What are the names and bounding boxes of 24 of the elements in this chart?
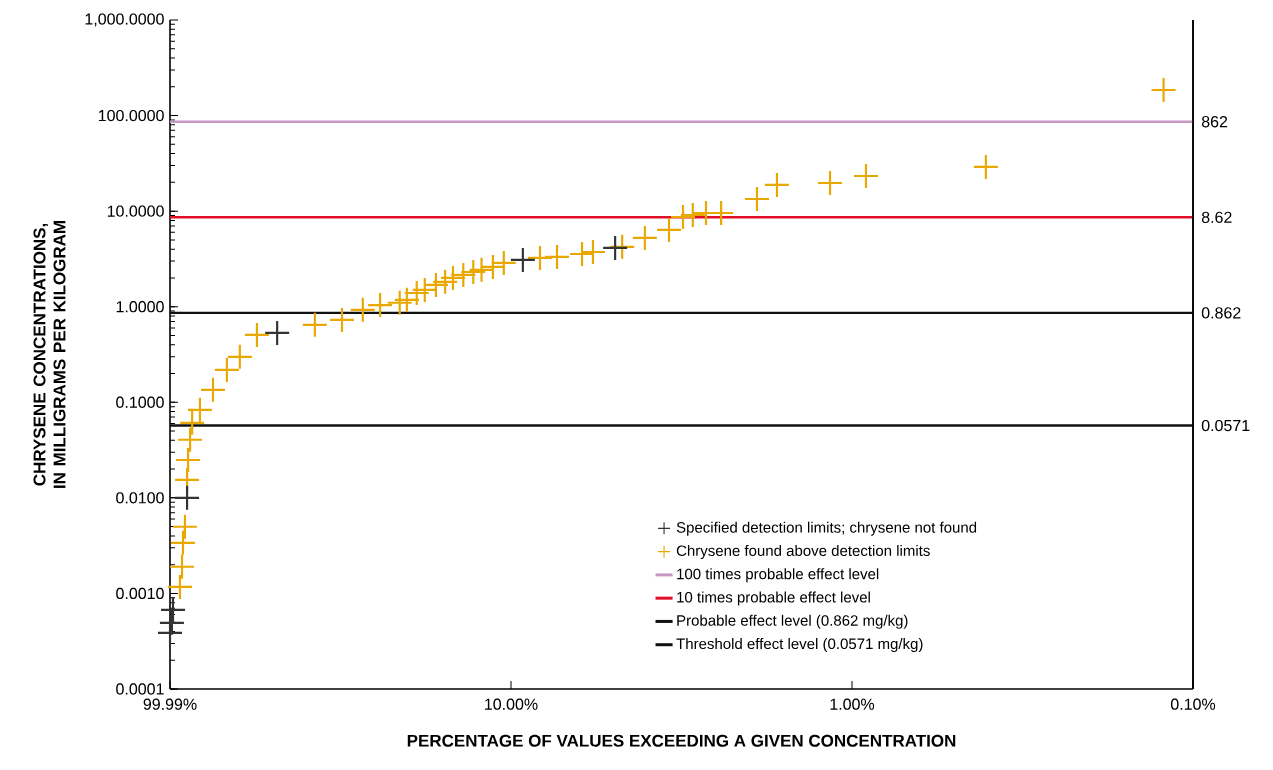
legend-label: Chrysene found above detection limits xyxy=(676,545,930,559)
x-tick-label: 10.00% xyxy=(485,698,538,710)
text: 0.0571 xyxy=(1201,419,1250,432)
legend-label: 10 times probable effect level xyxy=(677,591,870,606)
y-tick-label: 10.0000 xyxy=(107,205,164,217)
x-tick-label: 0.10% xyxy=(1170,698,1216,710)
y-axis-title: CHRYSENE CONCENTRATIONS, IN MILLIGRAMS PER KILOGRAM xyxy=(33,221,66,488)
legend-label: Specified detection limits; chrysene not found xyxy=(676,521,977,536)
y-tick-label: 0.1000 xyxy=(116,396,164,408)
text: 8.62 xyxy=(1201,211,1232,223)
x-axis-title: PERCENTAGE OF VALUES EXCEEDING A GIVEN CONCENTRATION xyxy=(407,734,956,747)
y-tick-label: 0.0100 xyxy=(116,492,164,504)
legend-label: 100 times probable effect level xyxy=(677,568,879,583)
y-tick-label: 0.0001 xyxy=(116,683,164,695)
text: 862 xyxy=(1201,116,1228,128)
text: 0.862 xyxy=(1201,307,1241,319)
y-tick-label: 1.0000 xyxy=(116,301,164,313)
x-tick-label: 1.00% xyxy=(830,698,875,710)
y-tick-label: 100.0000 xyxy=(98,109,164,122)
x-tick-label: 99.99% xyxy=(143,698,197,710)
legend-label: Threshold effect level (0.0571 mg/kg) xyxy=(676,638,923,653)
y-tick-label: 1,000.0000 xyxy=(85,13,164,27)
legend-label: Probable effect level (0.862 mg/kg) xyxy=(677,614,908,629)
y-tick-label: 0.0010 xyxy=(116,587,164,600)
